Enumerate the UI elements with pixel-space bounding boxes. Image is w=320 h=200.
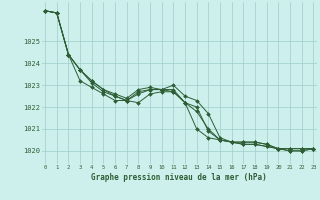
X-axis label: Graphe pression niveau de la mer (hPa): Graphe pression niveau de la mer (hPa) [91,173,267,182]
